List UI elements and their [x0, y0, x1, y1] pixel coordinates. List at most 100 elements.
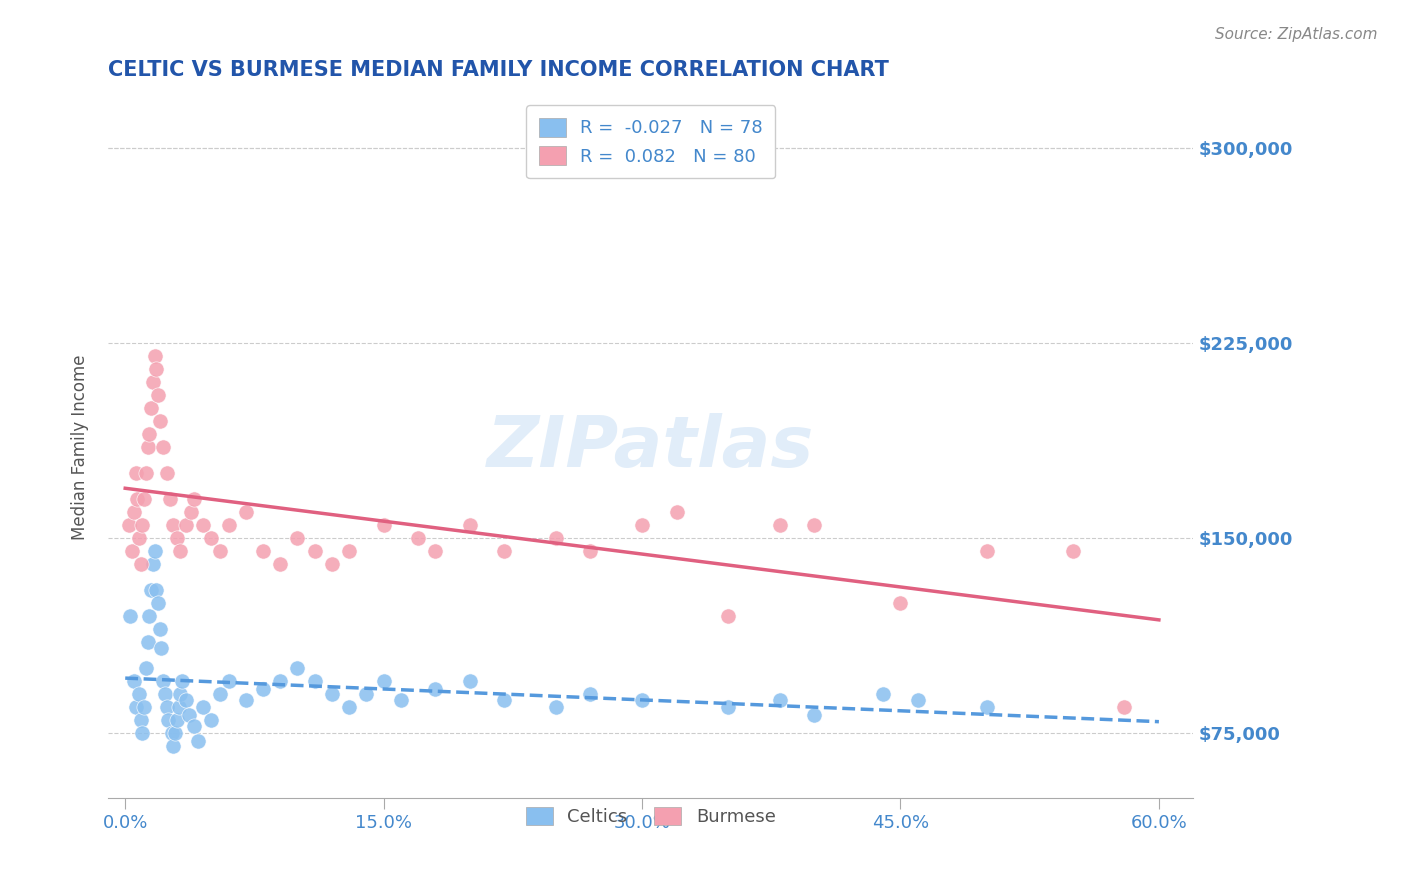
- Point: [252, 682, 274, 697]
- Point: [159, 492, 181, 507]
- Point: [170, 674, 193, 689]
- Point: [127, 492, 149, 507]
- Point: [160, 726, 183, 740]
- Point: [907, 692, 929, 706]
- Point: [124, 467, 146, 481]
- Point: [155, 700, 177, 714]
- Legend: R =  -0.027   N = 78, R =  0.082   N = 80: R = -0.027 N = 78, R = 0.082 N = 80: [526, 105, 775, 178]
- Point: [162, 739, 184, 754]
- Point: [337, 544, 360, 558]
- Point: [218, 518, 240, 533]
- Point: [143, 544, 166, 558]
- Point: [191, 700, 214, 714]
- Point: [136, 441, 159, 455]
- Point: [166, 532, 188, 546]
- Text: ZIPatlas: ZIPatlas: [486, 413, 814, 482]
- Point: [131, 726, 153, 740]
- Point: [135, 661, 157, 675]
- Point: [162, 518, 184, 533]
- Point: [169, 544, 191, 558]
- Point: [129, 558, 152, 572]
- Point: [191, 518, 214, 533]
- Point: [579, 544, 602, 558]
- Text: Source: ZipAtlas.com: Source: ZipAtlas.com: [1215, 27, 1378, 42]
- Point: [458, 674, 481, 689]
- Point: [153, 688, 176, 702]
- Point: [138, 427, 160, 442]
- Point: [146, 388, 169, 402]
- Point: [389, 692, 412, 706]
- Point: [425, 544, 447, 558]
- Point: [665, 505, 688, 519]
- Point: [169, 688, 191, 702]
- Point: [150, 640, 173, 655]
- Point: [157, 714, 180, 728]
- Point: [631, 692, 654, 706]
- Point: [304, 674, 326, 689]
- Point: [128, 688, 150, 702]
- Point: [235, 505, 257, 519]
- Point: [218, 674, 240, 689]
- Point: [287, 661, 309, 675]
- Point: [149, 623, 172, 637]
- Point: [889, 596, 911, 610]
- Point: [976, 544, 998, 558]
- Point: [337, 700, 360, 714]
- Point: [165, 726, 187, 740]
- Y-axis label: Median Family Income: Median Family Income: [72, 355, 89, 541]
- Point: [149, 414, 172, 428]
- Point: [200, 714, 222, 728]
- Point: [120, 609, 142, 624]
- Point: [544, 700, 567, 714]
- Point: [769, 692, 792, 706]
- Point: [131, 518, 153, 533]
- Point: [138, 609, 160, 624]
- Point: [252, 544, 274, 558]
- Point: [139, 583, 162, 598]
- Point: [166, 714, 188, 728]
- Point: [373, 674, 395, 689]
- Point: [235, 692, 257, 706]
- Point: [803, 708, 825, 723]
- Point: [200, 532, 222, 546]
- Point: [124, 700, 146, 714]
- Point: [121, 544, 143, 558]
- Point: [152, 674, 174, 689]
- Point: [208, 688, 231, 702]
- Point: [269, 674, 291, 689]
- Point: [118, 518, 141, 533]
- Point: [269, 558, 291, 572]
- Point: [146, 596, 169, 610]
- Point: [167, 700, 190, 714]
- Point: [872, 688, 894, 702]
- Point: [321, 558, 343, 572]
- Point: [458, 518, 481, 533]
- Point: [145, 362, 167, 376]
- Point: [1062, 544, 1084, 558]
- Point: [356, 688, 378, 702]
- Point: [139, 401, 162, 416]
- Point: [494, 544, 516, 558]
- Point: [134, 492, 156, 507]
- Point: [136, 635, 159, 649]
- Point: [769, 518, 792, 533]
- Point: [145, 583, 167, 598]
- Point: [174, 518, 197, 533]
- Point: [187, 734, 209, 748]
- Point: [177, 708, 200, 723]
- Point: [631, 518, 654, 533]
- Point: [155, 467, 177, 481]
- Point: [406, 532, 429, 546]
- Point: [579, 688, 602, 702]
- Text: CELTIC VS BURMESE MEDIAN FAMILY INCOME CORRELATION CHART: CELTIC VS BURMESE MEDIAN FAMILY INCOME C…: [108, 60, 889, 79]
- Point: [122, 505, 145, 519]
- Point: [142, 558, 165, 572]
- Point: [129, 714, 152, 728]
- Point: [152, 441, 174, 455]
- Point: [1114, 700, 1136, 714]
- Point: [544, 532, 567, 546]
- Point: [717, 700, 740, 714]
- Point: [122, 674, 145, 689]
- Point: [373, 518, 395, 533]
- Point: [174, 692, 197, 706]
